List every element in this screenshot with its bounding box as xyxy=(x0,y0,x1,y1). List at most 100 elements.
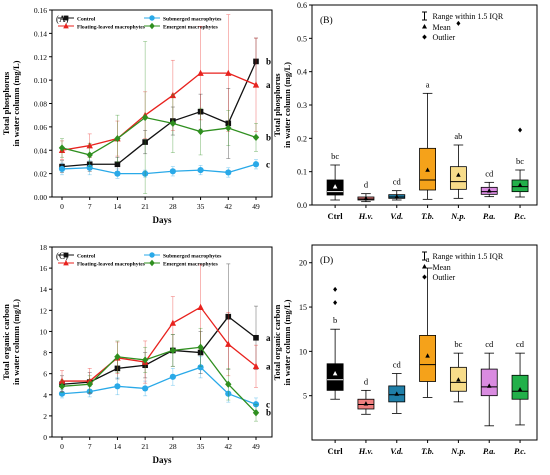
y-tick-label: 0.10 xyxy=(34,76,47,85)
data-point xyxy=(58,144,66,152)
y-tick-label: 0.1 xyxy=(297,168,307,177)
mean-marker xyxy=(363,195,369,201)
legend-marker xyxy=(63,260,69,266)
x-tick-label: T.b. xyxy=(421,446,434,456)
x-tick-label: V.d. xyxy=(390,211,403,221)
legend-outlier-label: Outlier xyxy=(433,33,456,42)
panel-label: (B) xyxy=(320,15,333,26)
panel-d: 5 10 15 20 Ctrl H.v. V.d. T.b. N.p. P.a. P.c. Total… xyxy=(272,244,538,456)
y-tick-label: 2 xyxy=(43,412,47,421)
data-point xyxy=(142,385,149,392)
significance-letter: b xyxy=(266,132,271,142)
data-point xyxy=(114,170,121,177)
data-point xyxy=(252,161,260,168)
box-3: a xyxy=(419,79,436,200)
data-point xyxy=(252,362,260,370)
legend-range-label: Range within 1.5 IQR xyxy=(433,12,504,21)
y-tick-label: 5 xyxy=(303,392,307,401)
y-axis-label-line1: Total organic carbon xyxy=(272,304,282,380)
significance-letter: b xyxy=(266,56,271,66)
y-axis-label-line2: in water column (mg/L) xyxy=(11,299,21,385)
series-submerged: c xyxy=(58,159,270,179)
legend-outlier-icon xyxy=(422,34,427,40)
y-tick-label: 4 xyxy=(43,391,47,400)
panel-label: (A) xyxy=(56,14,69,24)
legend-range-label: Range within 1.5 IQR xyxy=(433,252,504,261)
y-tick-label: 20 xyxy=(299,259,307,268)
data-point xyxy=(169,119,177,127)
y-tick-label: 0.5 xyxy=(297,34,307,43)
data-point xyxy=(114,161,121,168)
y-tick-label: 0.02 xyxy=(34,170,47,179)
x-tick-label: Ctrl xyxy=(328,446,344,456)
y-tick-label: 16 xyxy=(40,264,48,273)
significance-letter: a xyxy=(266,361,271,371)
legend-outlier-icon xyxy=(422,274,427,280)
y-tick-label: 15 xyxy=(299,303,307,312)
mean-marker xyxy=(425,353,430,358)
x-axis-label: Days xyxy=(152,215,171,225)
legend-entry: Submerged macrophytes xyxy=(163,254,221,260)
legend-entry: Emergent macrophytes xyxy=(163,262,218,268)
y-tick-label: 0.04 xyxy=(34,146,47,155)
data-point xyxy=(141,356,149,364)
mean-marker xyxy=(332,371,338,376)
y-tick-label: 12 xyxy=(40,306,48,315)
series-line xyxy=(61,366,257,405)
x-tick-label: 42 xyxy=(225,442,233,451)
data-point xyxy=(86,151,93,159)
x-tick-label: 21 xyxy=(141,202,149,211)
legend-entry: Emergent macrophytes xyxy=(163,25,218,31)
series-line xyxy=(61,72,257,151)
x-tick-label: 0 xyxy=(60,442,64,451)
x-tick-label: P.a. xyxy=(483,211,496,221)
legend-mean-label: Mean xyxy=(433,23,451,32)
x-tick-label: H.v. xyxy=(358,446,373,456)
legend-mean-icon xyxy=(422,264,427,269)
data-point xyxy=(225,124,232,132)
series-line xyxy=(61,116,257,156)
legend-entry: Floating-leaved macrophytes xyxy=(77,25,145,31)
panel-label: (C) xyxy=(56,251,68,261)
data-point xyxy=(114,134,121,143)
series-line xyxy=(62,306,257,382)
legend-marker xyxy=(149,22,155,30)
legend-outlier-label: Outlier xyxy=(433,273,456,282)
data-point xyxy=(58,382,66,390)
box-0: b xyxy=(326,286,344,400)
series-control: a xyxy=(59,263,271,393)
significance-letter: c xyxy=(266,399,270,409)
data-point xyxy=(252,409,260,417)
data-point xyxy=(252,81,260,88)
significance-letter: d xyxy=(364,180,369,190)
plot-frame xyxy=(311,244,538,441)
series-emergent: b xyxy=(58,327,271,422)
significance-letter: cd xyxy=(485,168,494,178)
legend-marker xyxy=(63,23,69,29)
y-tick-label: 0.0 xyxy=(297,201,307,210)
box-body xyxy=(419,335,436,382)
y-tick-label: 0.6 xyxy=(297,1,307,10)
legend-marker xyxy=(149,15,155,21)
data-point xyxy=(86,380,93,388)
data-point xyxy=(225,169,232,176)
panel-label: (D) xyxy=(320,255,333,266)
data-point xyxy=(169,346,177,355)
x-tick-label: 42 xyxy=(225,202,233,211)
y-tick-label: 14 xyxy=(40,285,48,294)
series-floating: a xyxy=(58,264,271,395)
data-point xyxy=(197,127,204,136)
y-tick-label: 8 xyxy=(43,349,47,358)
y-axis-label-line1: Total phosphorus xyxy=(1,71,11,135)
plot-frame xyxy=(51,246,273,438)
data-point xyxy=(197,69,204,76)
series-line xyxy=(61,315,257,385)
series-control: b xyxy=(59,37,271,173)
mean-marker xyxy=(363,401,369,406)
y-axis-label-line1: Total organic carbon xyxy=(1,304,11,380)
x-tick-label: 7 xyxy=(88,202,92,211)
mean-marker xyxy=(456,172,461,177)
data-point xyxy=(225,380,232,388)
legend-entry: Control xyxy=(77,17,96,23)
